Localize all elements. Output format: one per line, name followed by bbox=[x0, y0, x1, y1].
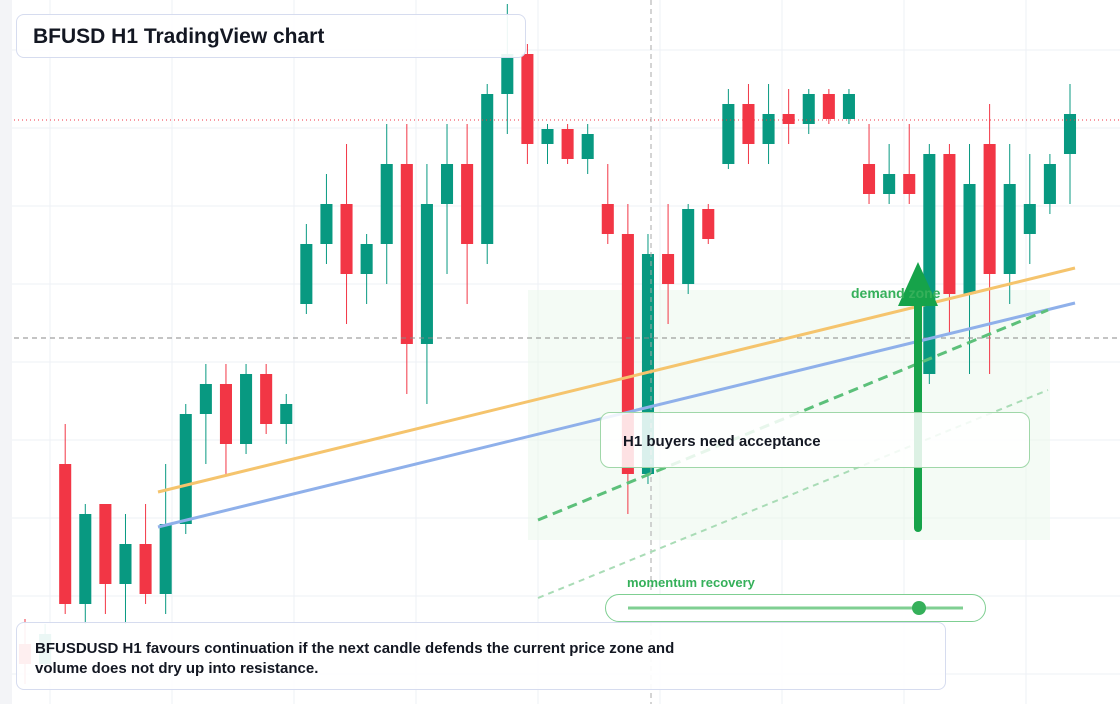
candle-body bbox=[99, 504, 112, 584]
candle-body bbox=[541, 129, 554, 144]
candle-body bbox=[179, 414, 192, 524]
candle-body bbox=[219, 384, 232, 444]
candle-body bbox=[1043, 164, 1056, 204]
candle-body bbox=[139, 544, 152, 594]
zone-label: demand zone bbox=[851, 285, 941, 301]
candle-body bbox=[360, 244, 373, 274]
candle-body bbox=[501, 54, 514, 94]
candle-body bbox=[119, 544, 132, 584]
candle-body bbox=[601, 204, 614, 234]
candle-body bbox=[440, 164, 454, 204]
candle-body bbox=[702, 209, 715, 239]
candle-body bbox=[983, 144, 996, 274]
candle-body bbox=[400, 164, 413, 344]
candle-body bbox=[561, 129, 574, 159]
candle-body bbox=[199, 384, 212, 414]
slider-track bbox=[628, 601, 963, 615]
momentum-label: momentum recovery bbox=[627, 575, 755, 590]
candle-body bbox=[280, 404, 293, 424]
candle-body bbox=[682, 209, 695, 284]
candle-body bbox=[340, 204, 353, 274]
candle-body bbox=[923, 154, 936, 374]
candle-body bbox=[903, 174, 916, 194]
candle-body bbox=[863, 164, 876, 194]
candle-body bbox=[943, 154, 956, 294]
candle-body bbox=[742, 104, 755, 144]
left-scale bbox=[0, 0, 12, 704]
candle-body bbox=[420, 204, 433, 344]
candle-body bbox=[300, 244, 313, 304]
candle-body bbox=[722, 104, 735, 164]
candle-body bbox=[380, 164, 393, 244]
candle-body bbox=[59, 464, 72, 604]
note-box: BFUSDUSD H1 favours continuation if the … bbox=[16, 622, 946, 690]
candle-body bbox=[79, 514, 92, 604]
candle-body bbox=[662, 254, 675, 284]
candle-body bbox=[782, 114, 795, 124]
candle-body bbox=[481, 94, 494, 244]
candle-body bbox=[883, 174, 896, 194]
candle-body bbox=[842, 94, 855, 119]
candle-body bbox=[260, 374, 273, 424]
candle-body bbox=[521, 54, 534, 144]
candle-body bbox=[762, 114, 775, 144]
candle-body bbox=[1063, 114, 1077, 154]
candle-body bbox=[1023, 204, 1036, 234]
candle-body bbox=[1003, 184, 1016, 274]
candle-body bbox=[581, 134, 594, 159]
channel-lower bbox=[537, 389, 1049, 599]
candle-body bbox=[240, 374, 253, 444]
candle-body bbox=[802, 94, 815, 124]
note: BFUSDUSD H1 favours continuation if the … bbox=[35, 640, 675, 677]
candle-body bbox=[159, 524, 172, 594]
candle-body bbox=[320, 204, 333, 244]
candle-body bbox=[461, 164, 474, 244]
momentum-slider[interactable] bbox=[605, 594, 986, 622]
candle-body bbox=[822, 94, 835, 119]
callout: H1 buyers need acceptance bbox=[600, 412, 1030, 468]
title: BFUSD H1 TradingView chart bbox=[16, 14, 526, 58]
candle-body bbox=[963, 184, 976, 294]
